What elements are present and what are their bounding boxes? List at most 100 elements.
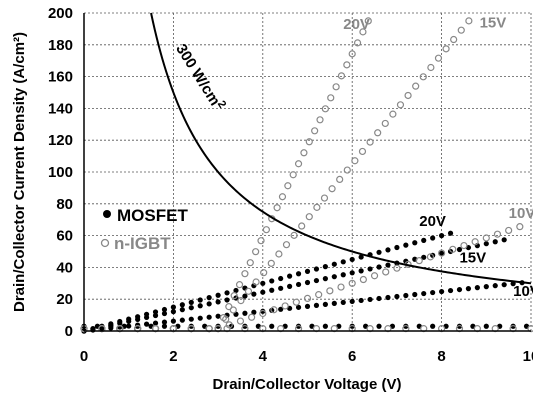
mosfet-point [304,303,311,309]
mosfet-point [340,259,346,265]
mosfet-point [376,264,382,270]
mosfet-point [439,250,445,257]
mosfet-point [385,262,391,268]
mosfet-point [197,297,203,303]
y-tick-label: 180 [48,37,73,54]
mosfet-point [215,313,221,319]
mosfet-point [376,323,382,329]
mosfet-point [251,309,257,315]
igbt-series-label: 15V [480,14,507,31]
igbt-series-label: 20V [343,16,370,33]
igbt-point [374,129,382,137]
y-tick-label: 160 [48,69,73,86]
mosfet-point [143,314,150,321]
igbt-point [336,175,344,184]
mosfet-point [161,310,168,317]
igbt-point [270,306,278,314]
y-tick-label: 60 [56,228,73,245]
mosfet-point [143,321,150,327]
mosfet-point [295,271,302,277]
igbt-point [303,294,312,303]
igbt-point [278,193,287,201]
y-axis-title: Drain/Collector Current Density (A/cm²) [11,32,28,312]
mosfet-point [501,282,507,288]
legend-label-igbt: n-IGBT [114,234,171,253]
mosfet-point [260,289,266,295]
igbt-point [252,278,260,286]
igbt-point [328,185,336,193]
mosfet-point [456,286,463,293]
mosfet-point [403,292,409,299]
grid [84,12,532,331]
y-tick-label: 80 [56,196,73,213]
mosfet-point [376,249,382,255]
igbt-point [493,230,502,238]
igbt-point [348,50,356,58]
y-tick-label: 100 [48,164,73,181]
mosfet-point [197,315,203,321]
igbt-point [290,231,298,239]
mosfet-point [215,292,221,298]
mosfet-point [394,293,400,300]
mosfet-point [224,290,230,296]
mosfet-point [313,302,320,308]
mosfet-point [340,272,346,278]
mosfet-point [439,288,445,295]
mosfet-point [269,307,275,313]
igbt-point [412,82,420,90]
mosfet-point [170,318,176,324]
mosfet-point [161,319,168,325]
mosfet-point [242,310,248,316]
mosfet-point [474,285,480,291]
mosfet-point [430,289,436,296]
mosfet-point [331,261,337,267]
mosfet-point [215,299,221,305]
mosfet-point [358,254,364,260]
igbt-point [419,73,427,81]
igbt-point [289,171,297,179]
igbt-point [482,234,490,242]
mosfet-point [135,316,141,322]
legend: MOSFET n-IGBT [100,206,188,253]
igbt-point [229,306,237,314]
igbt-point [358,147,367,156]
mosfet-point [126,323,132,329]
mosfet-point [421,237,427,243]
mosfet-point [295,304,302,310]
mosfet-series-label: 10V [513,283,533,300]
mosfet-point [331,300,337,306]
mosfet-point [188,305,194,311]
mosfet-point [179,307,185,313]
igbt-point [351,157,359,165]
igbt-point [343,166,351,174]
igbt-point [257,237,265,245]
igbt-point [241,270,249,278]
x-axis-title: Drain/Collector Voltage (V) [213,376,402,393]
igbt-point [505,226,513,235]
igbt-point [393,264,401,272]
mosfet-point [260,308,266,314]
mosfet-point [394,244,400,251]
mosfet-point [224,297,230,303]
igbt-point [305,213,313,221]
x-tick-label: 10 [523,348,533,365]
mosfet-point [242,293,248,299]
mosfet-point [269,287,275,293]
y-tick-label: 40 [56,259,73,276]
mosfet-point [349,270,355,276]
legend-label-mosfet: MOSFET [117,206,188,225]
igbt-point [222,315,230,323]
igbt-point [353,39,362,47]
igbt-point [236,317,245,325]
mosfet-point [483,241,489,247]
mosfet-point [331,274,337,280]
mosfet-point [322,264,328,270]
y-tick-label: 0 [65,323,73,340]
x-tick-label: 0 [80,348,88,365]
mosfet-point [421,254,427,260]
igbt-point [230,292,238,300]
y-tick-labels: 0 20 40 60 80 100 120 140 160 180 200 [48,5,73,340]
x-tick-label: 8 [437,348,445,365]
igbt-point [438,249,446,257]
